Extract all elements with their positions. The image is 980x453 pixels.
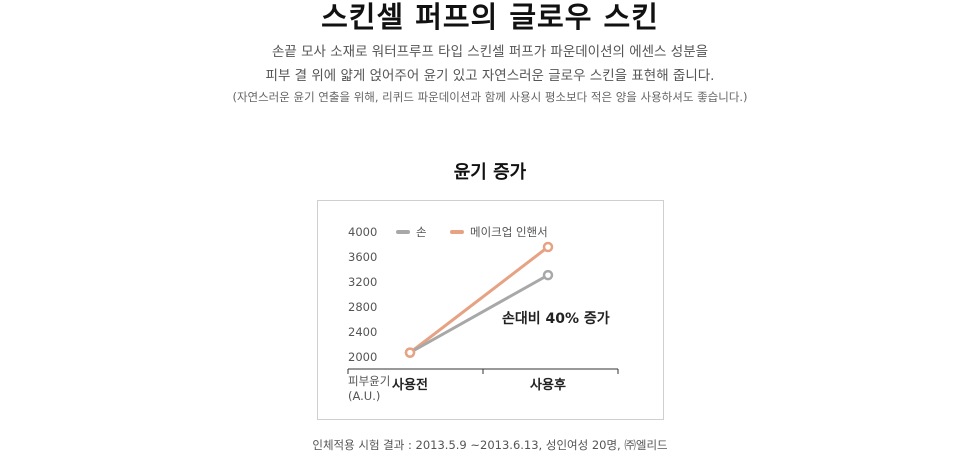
data-point: [542, 241, 554, 253]
page-title: 스킨셀 퍼프의 글로우 스킨: [321, 0, 659, 34]
legend-label: 손: [416, 225, 427, 239]
description-line-1: 손끝 모사 소재로 워터프루프 타입 스킨셀 퍼프가 파운데이션의 에센스 성분…: [271, 44, 709, 60]
y-tick-label: 2400: [348, 325, 377, 339]
chart-title: 윤기 증가: [453, 162, 527, 183]
y-tick-label: 2000: [348, 350, 377, 364]
y-tick-label: 4000: [348, 225, 377, 239]
test-result-caption: 인체적용 시험 결과 : 2013.5.9 ~2013.6.13, 성인여성 2…: [312, 438, 668, 452]
y-axis-unit: (A.U.): [348, 389, 380, 403]
legend-label: 메이크업 인핸서: [470, 225, 548, 239]
series-line: [408, 245, 550, 355]
y-tick-label: 3600: [348, 250, 377, 264]
line-chart: 2000 2400 2800 3200 3600 4000 손 메이크업 인핸서피부윤기(A.…: [347, 225, 619, 403]
y-tick-label: 3200: [348, 275, 377, 289]
y-axis-label: 피부윤기: [348, 374, 390, 388]
chart-annotation: 손대비 40% 증가: [502, 311, 610, 327]
series-line: [408, 273, 550, 355]
y-tick-label: 2800: [348, 300, 377, 314]
data-point: [542, 269, 554, 281]
x-tick-label: 사용후: [530, 377, 566, 393]
usage-note: (자연스러운 윤기 연출을 위해, 리퀴드 파운데이션과 함께 사용시 평소보다…: [232, 90, 748, 104]
description-line-2: 피부 결 위에 얇게 얹어주어 윤기 있고 자연스러운 글로우 스킨을 표현해 …: [265, 68, 715, 84]
x-tick-label: 사용전: [392, 377, 428, 393]
data-point: [404, 347, 416, 358]
